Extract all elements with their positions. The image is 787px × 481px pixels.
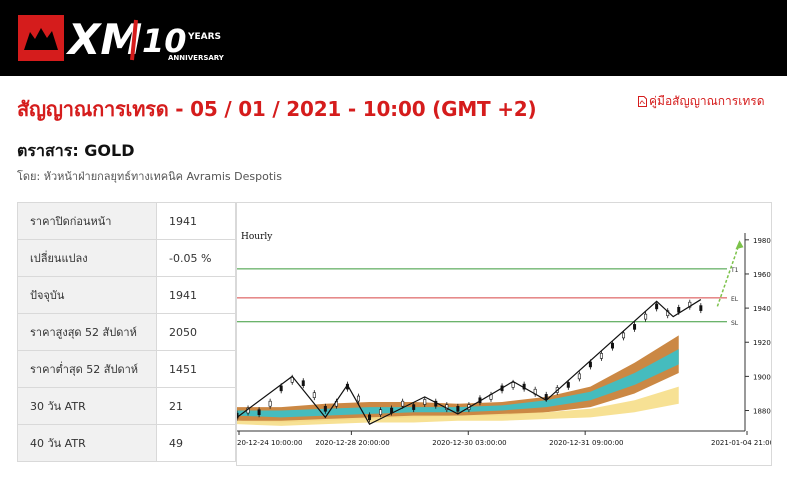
stat-value: -0.05 % [156, 239, 236, 277]
price-candle-body [423, 399, 427, 405]
price-candle-body [312, 392, 316, 398]
svg-text:ANNIVERSARY: ANNIVERSARY [168, 54, 225, 62]
price-candle-body [268, 400, 272, 407]
y-tick-label: 1940 [753, 305, 771, 313]
price-candle-body [633, 324, 637, 330]
svg-text:10: 10 [142, 22, 187, 60]
price-candle-body [599, 353, 603, 359]
x-tick-label: 20-12-24 10:00:00 [237, 439, 302, 447]
signal-guide-label[interactable]: คู่มือสัญญาณการเทรด [649, 94, 765, 108]
price-candle-body [566, 382, 570, 388]
pdf-icon [638, 96, 647, 107]
price-candle-body [379, 409, 383, 416]
price-candle-body [412, 404, 416, 410]
price-candle-body [257, 409, 261, 416]
y-tick-label: 1920 [753, 339, 771, 347]
signal-guide-link[interactable]: คู่มือสัญญาณการเทรด [638, 92, 765, 111]
level-label-sl: SL [731, 320, 739, 327]
stat-value: 2050 [156, 313, 236, 351]
stat-label: ราคาต่ำสุด 52 สัปดาห์ [17, 350, 157, 388]
price-candle-body [279, 385, 283, 392]
zigzag-line [237, 299, 702, 425]
price-candle-body [610, 342, 614, 349]
stat-label: ปัจจุบัน [17, 276, 157, 314]
stat-label: ราคาสูงสุด 52 สัปดาห์ [17, 313, 157, 351]
price-candle-body [655, 303, 659, 310]
table-row: ราคาสูงสุด 52 สัปดาห์ 2050 [17, 313, 236, 351]
x-tick-label: 2020-12-31 09:00:00 [549, 439, 623, 447]
stat-value: 1941 [156, 276, 236, 314]
price-candle-body [688, 301, 692, 308]
price-candle-body [368, 414, 372, 421]
level-label-t1: T1 [730, 267, 739, 274]
stat-value: 1451 [156, 350, 236, 388]
stat-label: เปลี่ยนแปลง [17, 239, 157, 277]
level-label-el: EL [731, 296, 739, 303]
x-tick-label: 2020-12-28 20:00:00 [315, 439, 389, 447]
svg-text:XM: XM [65, 15, 142, 64]
table-row: ราคาปิดก่อนหน้า 1941 [17, 202, 236, 240]
xm-logo[interactable]: XM 10 YEARS ANNIVERSARY [18, 14, 248, 66]
svg-text:YEARS: YEARS [187, 32, 221, 42]
projection-arrow [716, 242, 741, 307]
instrument-heading: ตราสาร: GOLD [17, 141, 135, 160]
y-tick-label: 1980 [753, 237, 771, 245]
table-row: ราคาต่ำสุด 52 สัปดาห์ 1451 [17, 350, 236, 388]
price-candle-body [699, 305, 703, 311]
stat-value: 1941 [156, 202, 236, 240]
y-tick-label: 1900 [753, 373, 771, 381]
stat-label: 40 วัน ATR [17, 424, 157, 462]
stat-value: 21 [156, 387, 236, 425]
price-candle-body [237, 412, 239, 419]
price-candle-body [577, 373, 581, 380]
author-line: โดย: หัวหน้าฝ่ายกลยุทธ์ทางเทคนิค Avramis… [17, 170, 282, 183]
price-candle-body [644, 313, 648, 320]
projection-arrowhead [735, 240, 744, 250]
page-title: สัญญาณการเทรด - 05 / 01 / 2021 - 10:00 (… [17, 97, 537, 121]
table-row: ปัจจุบัน 1941 [17, 276, 236, 314]
price-candle-body [511, 382, 515, 388]
table-row: เปลี่ยนแปลง -0.05 % [17, 239, 236, 277]
price-candle-body [544, 394, 548, 400]
chart-title: Hourly [241, 232, 273, 242]
y-tick-label: 1960 [753, 271, 771, 279]
top-header-bar: XM 10 YEARS ANNIVERSARY [0, 0, 787, 76]
price-chart: Hourly 1980 1960 1940 1920 1900 1880 20-12-24 1… [236, 202, 772, 466]
price-candle-body [588, 361, 592, 368]
price-candle-body [622, 332, 626, 339]
table-row: 40 วัน ATR 49 [17, 424, 236, 462]
price-candle-body [356, 395, 360, 402]
stats-table: ราคาปิดก่อนหน้า 1941 เปลี่ยนแปลง -0.05 % ป… [17, 202, 236, 462]
ribbon-lower [237, 386, 679, 426]
price-candle-body [401, 400, 405, 407]
x-tick-label: 2021-01-04 21:00:00 [711, 439, 771, 447]
price-candle-body [301, 380, 305, 387]
price-candle-body [456, 406, 460, 412]
y-tick-label: 1880 [753, 408, 771, 416]
table-row: 30 วัน ATR 21 [17, 387, 236, 425]
stat-label: 30 วัน ATR [17, 387, 157, 425]
ribbon-inner [237, 349, 679, 418]
chart-canvas: Hourly 1980 1960 1940 1920 1900 1880 20-12-24 1… [237, 232, 771, 447]
price-candle-body [323, 406, 327, 412]
stat-value: 49 [156, 424, 236, 462]
x-tick-label: 2020-12-30 03:00:00 [432, 439, 506, 447]
stat-label: ราคาปิดก่อนหน้า [17, 202, 157, 240]
price-candle-body [677, 307, 681, 313]
